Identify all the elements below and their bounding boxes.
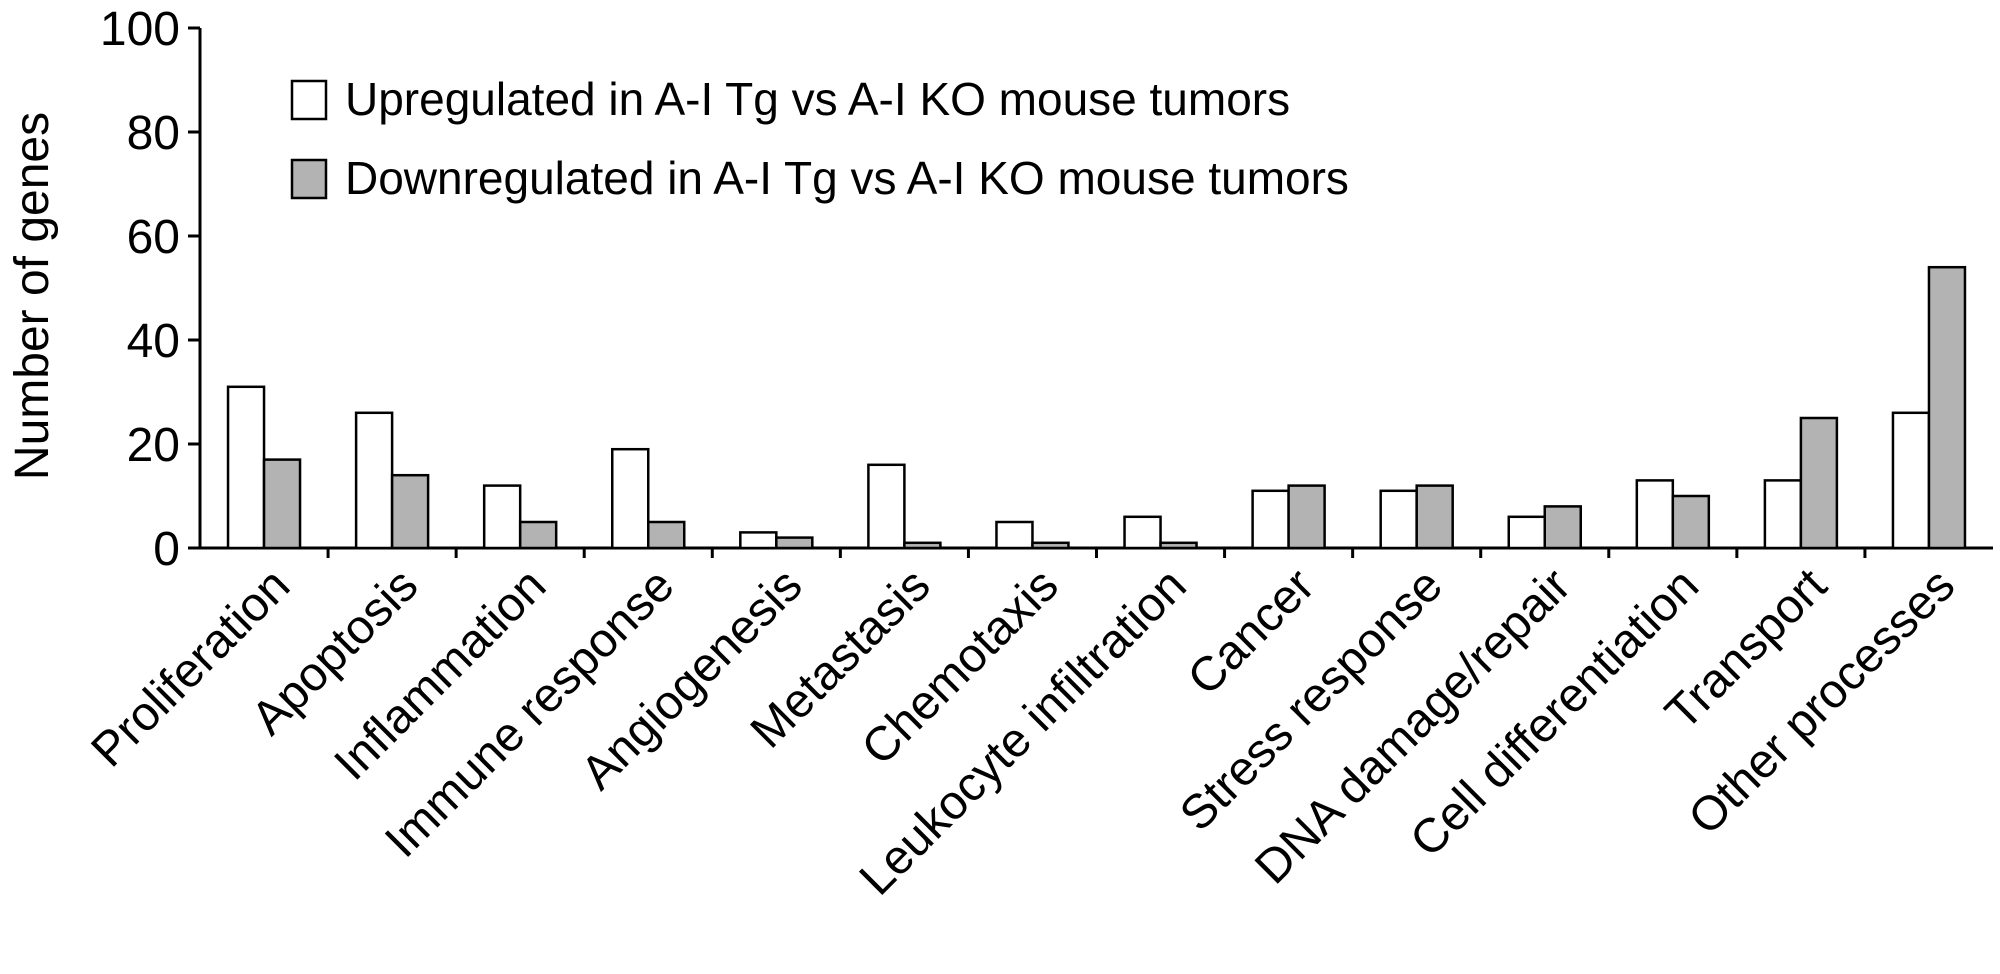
legend-swatch: [290, 79, 328, 121]
bar-downregulated: [1415, 484, 1454, 550]
bar-downregulated: [1799, 416, 1839, 550]
bar-upregulated: [482, 484, 522, 550]
bar-downregulated: [518, 520, 558, 550]
legend-swatch: [290, 158, 328, 200]
x-axis: [200, 546, 1993, 558]
y-tick-label: 20: [127, 419, 180, 472]
bar-upregulated: [867, 463, 906, 550]
bar-upregulated: [226, 385, 266, 550]
bar-upregulated: [1123, 515, 1162, 550]
bar-downregulated: [390, 473, 430, 550]
y-tick-label: 80: [127, 107, 180, 160]
bar-upregulated: [1507, 515, 1546, 550]
x-tick-label: Proliferation: [82, 559, 301, 778]
bar-upregulated: [354, 411, 394, 550]
bar-downregulated: [1287, 484, 1326, 550]
bar-downregulated: [1031, 541, 1070, 550]
x-tick-label: Angiogenesis: [571, 559, 812, 800]
y-tick-label: 40: [127, 315, 180, 368]
bar-upregulated: [1379, 489, 1418, 550]
bars: [226, 265, 1967, 550]
bar-downregulated: [1543, 505, 1582, 550]
bar-downregulated: [647, 520, 686, 550]
bar-upregulated: [739, 531, 778, 550]
bar-downregulated: [262, 458, 302, 550]
y-tick-label: 100: [100, 3, 180, 56]
bar-upregulated: [1891, 411, 1931, 550]
y-axis-title: Number of genes: [6, 112, 59, 480]
y-axis: 0 20 40 60 80 100: [100, 3, 202, 576]
y-tick-label: 0: [153, 523, 180, 576]
bar-downregulated: [775, 536, 814, 550]
bar-upregulated: [1635, 479, 1675, 550]
bar-downregulated: [903, 541, 942, 550]
bar-upregulated: [1251, 489, 1290, 550]
bar-downregulated: [1927, 265, 1967, 550]
legend: Upregulated in A-I Tg vs A-I KO mouse tu…: [290, 73, 1349, 204]
bar-upregulated: [611, 447, 650, 550]
bar-upregulated: [1763, 479, 1803, 550]
bar-downregulated: [1159, 541, 1198, 550]
bar-downregulated: [1671, 494, 1711, 550]
legend-label: Downregulated in A-I Tg vs A-I KO mouse …: [345, 152, 1349, 204]
y-tick-label: 60: [127, 211, 180, 264]
bar-upregulated: [995, 520, 1034, 550]
legend-label: Upregulated in A-I Tg vs A-I KO mouse tu…: [345, 73, 1290, 125]
category-labels: ProliferationApoptosisInflammationImmune…: [82, 559, 1966, 906]
